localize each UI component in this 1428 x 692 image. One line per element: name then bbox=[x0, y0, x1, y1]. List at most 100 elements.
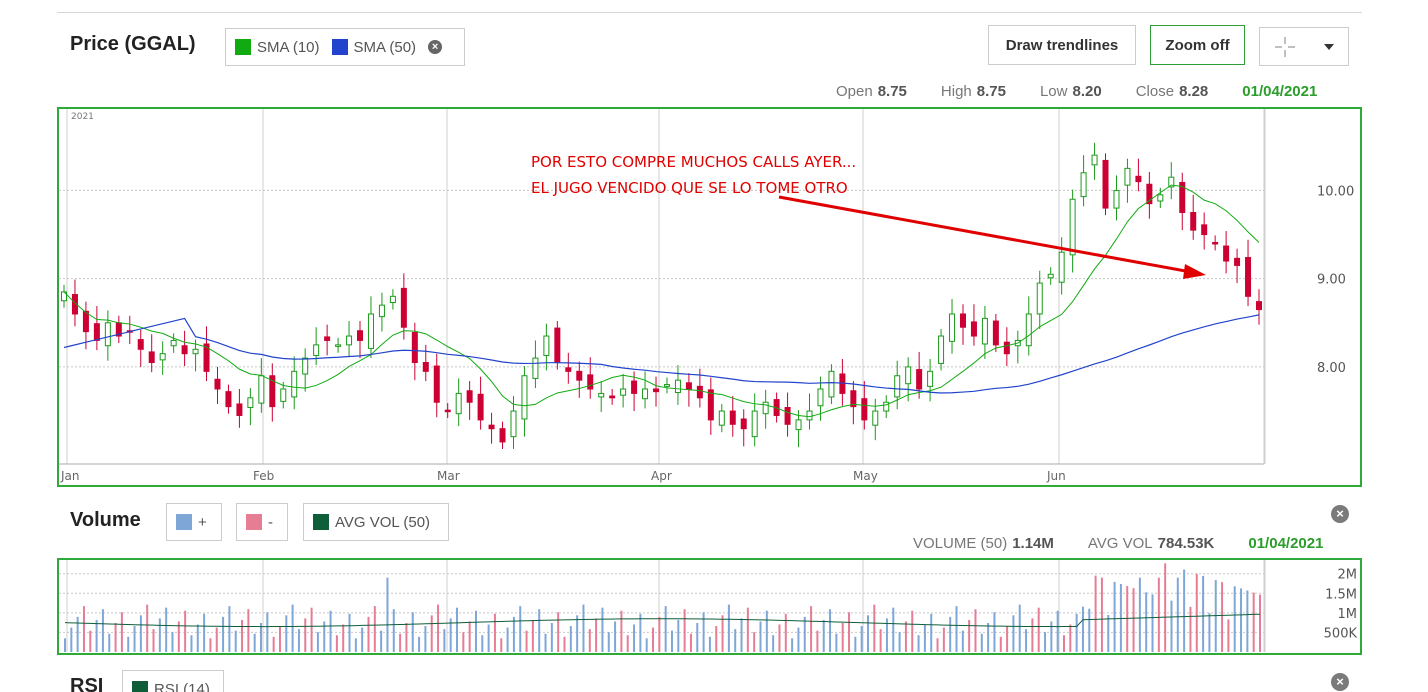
volume-bar bbox=[980, 633, 983, 652]
volume-bar bbox=[531, 619, 534, 652]
legend-avg-vol[interactable]: AVG VOL (50) bbox=[303, 503, 449, 541]
volume-bar bbox=[95, 619, 98, 652]
x-tick-label: Jan bbox=[60, 469, 80, 483]
chevron-down-icon[interactable] bbox=[1323, 43, 1335, 51]
volume-bar bbox=[418, 636, 421, 652]
candle-body bbox=[1124, 167, 1131, 186]
volume-bar bbox=[1107, 614, 1110, 652]
candle-body bbox=[696, 385, 703, 399]
volume-bar bbox=[361, 627, 364, 652]
volume-bar bbox=[816, 630, 819, 652]
top-divider bbox=[57, 12, 1362, 13]
candle-body bbox=[872, 410, 879, 426]
candle-body bbox=[477, 393, 484, 421]
volume-bar bbox=[702, 612, 705, 652]
close-volume-icon[interactable]: × bbox=[1331, 505, 1349, 523]
volume-bar bbox=[639, 613, 642, 652]
volume-bar bbox=[76, 616, 79, 652]
zoom-off-button[interactable]: Zoom off bbox=[1150, 25, 1245, 65]
volume-bar bbox=[171, 632, 174, 652]
avg-vol-swatch bbox=[313, 514, 329, 530]
candle-body bbox=[324, 336, 331, 341]
candle-body bbox=[784, 407, 791, 425]
volume-bar bbox=[386, 577, 389, 652]
candle-body bbox=[685, 382, 692, 390]
volume-bar bbox=[911, 610, 914, 652]
rsi-title: RSI bbox=[70, 675, 104, 692]
price-chart-frame[interactable]: 2021 POR ESTO COMPRE MUCHOS CALLS AYER..… bbox=[57, 107, 1362, 487]
volume-bar bbox=[114, 622, 117, 652]
candle-body bbox=[1003, 341, 1010, 355]
candle-body bbox=[1201, 224, 1208, 236]
candle-body bbox=[280, 388, 287, 402]
year-label: 2021 bbox=[71, 112, 94, 122]
candle-body bbox=[718, 410, 725, 426]
draw-trendlines-button[interactable]: Draw trendlines bbox=[988, 25, 1136, 65]
volume-bar bbox=[1037, 607, 1040, 652]
volume-bar bbox=[70, 627, 73, 652]
volume-bar bbox=[1195, 573, 1198, 652]
volume-bar bbox=[1227, 619, 1230, 652]
volume-bar bbox=[829, 609, 832, 652]
volume-bar bbox=[190, 635, 193, 652]
volume-bar bbox=[810, 606, 813, 652]
volume-down-swatch bbox=[246, 514, 262, 530]
candle-body bbox=[707, 389, 714, 421]
crosshair-icon bbox=[1274, 36, 1295, 57]
y-tick-label: 9.00 bbox=[1317, 273, 1346, 288]
volume-bar bbox=[620, 610, 623, 652]
volume-bar bbox=[120, 612, 123, 652]
volume-bar bbox=[1075, 613, 1078, 652]
price-chart[interactable]: 2021 POR ESTO COMPRE MUCHOS CALLS AYER..… bbox=[59, 109, 1360, 485]
avg-vol-line bbox=[64, 613, 1261, 628]
legend-volume-down[interactable]: - bbox=[236, 503, 288, 541]
candle-body bbox=[828, 370, 835, 398]
candle-body bbox=[642, 388, 649, 400]
volume-bar bbox=[177, 621, 180, 652]
vol50-label: VOLUME (50) bbox=[913, 535, 1008, 552]
volume-bar bbox=[784, 613, 787, 652]
legend-volume-up[interactable]: + bbox=[166, 503, 222, 541]
candle-body bbox=[598, 392, 605, 398]
annotation-line-2: EL JUGO VENCIDO QUE SE LO TOME OTRO bbox=[531, 179, 848, 197]
candle-body bbox=[916, 369, 923, 390]
candle-body bbox=[499, 428, 506, 443]
legend-sma10[interactable]: SMA (10) bbox=[235, 39, 320, 56]
candle-body bbox=[1157, 194, 1164, 202]
candle-body bbox=[400, 287, 407, 328]
volume-chart-frame[interactable]: 2M 1.5M 1M 500K bbox=[57, 558, 1362, 655]
candle-body bbox=[1135, 175, 1142, 183]
volume-bar bbox=[689, 633, 692, 652]
volume-bar bbox=[316, 632, 319, 652]
volume-chart[interactable]: 2M 1.5M 1M 500K bbox=[59, 560, 1360, 653]
volume-bar bbox=[1018, 604, 1021, 652]
volume-bar bbox=[82, 606, 85, 652]
candle-body bbox=[521, 375, 528, 420]
legend-sma50[interactable]: SMA (50) bbox=[331, 39, 416, 56]
volume-bar bbox=[772, 635, 775, 652]
legend-rsi[interactable]: RSI (14) bbox=[122, 670, 224, 692]
volume-bar bbox=[449, 618, 452, 652]
volume-bar bbox=[437, 604, 440, 652]
crosshair-toggle[interactable] bbox=[1259, 27, 1349, 66]
volume-bar bbox=[127, 636, 130, 652]
close-rsi-icon[interactable]: × bbox=[1331, 673, 1349, 691]
volume-bar bbox=[879, 629, 882, 652]
candle-body bbox=[795, 419, 802, 431]
candle-body bbox=[554, 327, 561, 364]
candle-body bbox=[949, 313, 956, 342]
volume-bar bbox=[626, 635, 629, 652]
volume-date: 01/04/2021 bbox=[1248, 535, 1324, 552]
volume-bar bbox=[342, 624, 345, 652]
volume-bar bbox=[228, 606, 231, 652]
volume-bar bbox=[1202, 575, 1205, 652]
volume-bar bbox=[1252, 592, 1255, 652]
volume-bar bbox=[658, 616, 661, 652]
candle-body bbox=[247, 397, 254, 409]
candle-body bbox=[203, 343, 210, 372]
remove-overlays-icon[interactable]: × bbox=[428, 40, 443, 54]
volume-bar bbox=[1151, 594, 1154, 652]
price-date: 01/04/2021 bbox=[1242, 83, 1318, 100]
candle-body bbox=[1025, 313, 1032, 347]
volume-bar bbox=[803, 616, 806, 652]
